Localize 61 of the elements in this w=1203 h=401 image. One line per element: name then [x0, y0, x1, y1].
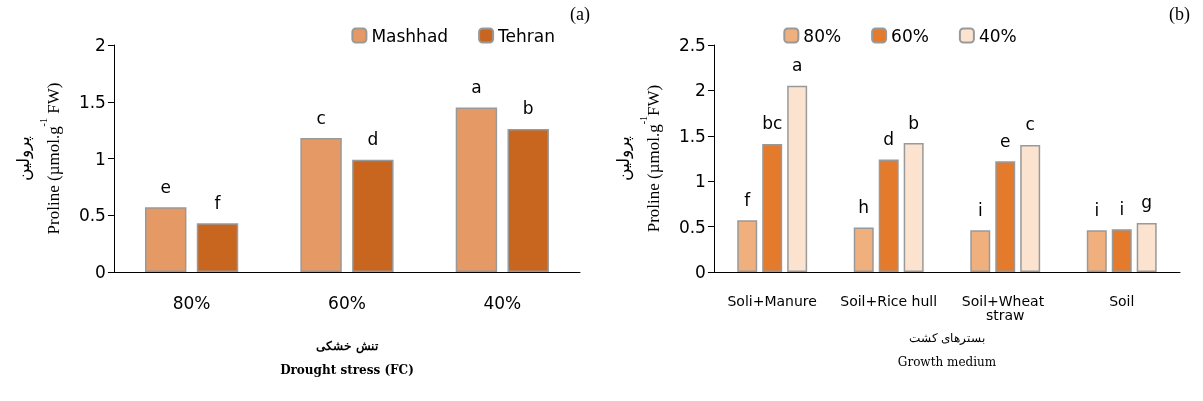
y-tick-label: 0: [95, 262, 106, 282]
legend-label: Mashhad: [371, 25, 449, 46]
bar: [787, 85, 808, 272]
y-tick-label: 2: [695, 80, 706, 101]
data-label: a: [791, 55, 803, 76]
bar: [507, 128, 549, 272]
data-label: h: [858, 197, 870, 218]
bar: [145, 207, 187, 272]
legend-label: 60%: [891, 25, 929, 46]
bar: [995, 161, 1016, 272]
x-tick-label: 80%: [172, 292, 211, 313]
y-tick-label: 0: [695, 262, 706, 282]
data-label: c: [316, 107, 326, 128]
bar: [300, 138, 342, 272]
bar: [352, 159, 394, 272]
data-label: g: [1141, 192, 1153, 213]
y-tick-label: 0.5: [78, 205, 106, 226]
bar: [1020, 144, 1041, 272]
legend-label: Tehran: [497, 25, 556, 46]
data-label: d: [367, 129, 379, 150]
y-tick-label: 2: [95, 35, 106, 55]
legend-label: 40%: [978, 25, 1017, 46]
legend-label: 80%: [803, 25, 842, 46]
x-tick-label: 40%: [483, 292, 522, 313]
bar: [903, 143, 924, 272]
data-label: i: [1119, 198, 1125, 219]
y-tick-label: 1: [95, 148, 106, 169]
x-tick-label: Soil+Rice hull: [840, 293, 938, 309]
x-tick-label: Soil+Wheat straw: [961, 293, 1049, 323]
data-label: f: [214, 192, 222, 213]
bar: [762, 143, 783, 272]
y-tick-label: 2.5: [678, 35, 706, 55]
bar: [1086, 230, 1107, 272]
chart-title: (a): [570, 4, 591, 25]
data-label: e: [160, 176, 171, 197]
y-tick-label: 1.5: [78, 91, 106, 112]
bar: [1136, 222, 1157, 272]
x-tick-label: 60%: [328, 292, 366, 313]
data-label: e: [999, 130, 1011, 151]
bar: [970, 230, 991, 272]
data-label: a: [471, 76, 482, 97]
data-label: b: [908, 112, 920, 133]
bar: [1111, 229, 1132, 272]
data-label: bc: [762, 113, 783, 134]
bar: [878, 159, 899, 272]
bar: [853, 227, 874, 272]
data-label: f: [744, 189, 752, 210]
data-label: c: [1025, 114, 1035, 135]
data-label: d: [883, 128, 895, 149]
bar: [455, 107, 498, 272]
bar: [196, 223, 239, 272]
bar: [737, 220, 758, 272]
x-tick-label: Soli+Manure: [727, 293, 817, 309]
y-tick-label: 0.5: [678, 216, 706, 237]
x-tick-label: Soil: [1109, 293, 1135, 309]
y-tick-label: 1.5: [678, 125, 706, 146]
data-label: b: [522, 98, 534, 119]
chart-title: (b): [1169, 4, 1191, 25]
y-tick-label: 1: [695, 171, 706, 192]
data-label: i: [977, 199, 983, 220]
data-label: i: [1094, 199, 1100, 220]
